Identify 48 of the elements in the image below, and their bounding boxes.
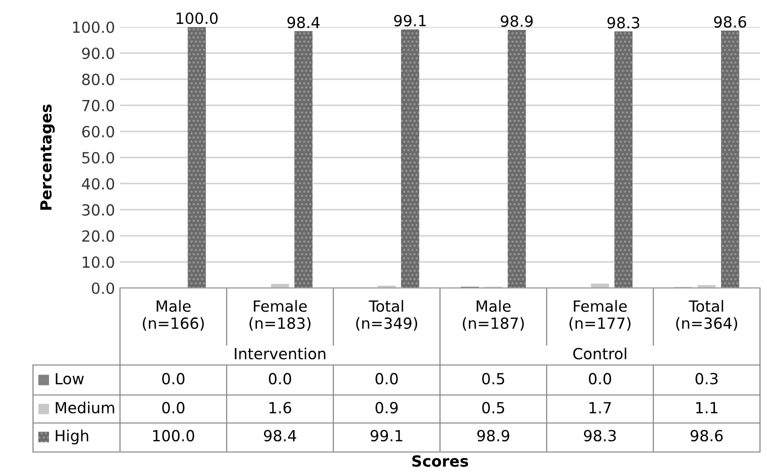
- x-tick-label: Total (n=349): [356, 300, 418, 331]
- legend-label: Low: [56, 373, 84, 384]
- text: 100.0: [176, 12, 218, 24]
- x-tick-label: Female (n=183): [250, 300, 310, 331]
- y-tick-label: 10.0: [82, 256, 114, 268]
- y-tick-label: 60.0: [82, 126, 114, 138]
- y-tick-label: 20.0: [82, 230, 114, 242]
- y-tick-label: 50.0: [82, 152, 114, 164]
- legend-label: High: [56, 430, 88, 444]
- text: 98.9: [500, 15, 533, 27]
- data-label: 0.5: [482, 372, 504, 384]
- data-label: 0.0: [376, 372, 398, 384]
- data-label: 99.1: [370, 430, 402, 442]
- data-label: 0.9: [376, 402, 398, 414]
- text: 98.4: [287, 16, 320, 28]
- data-label: 98.6: [690, 430, 723, 442]
- data-label: 98.4: [264, 430, 296, 442]
- y-tick-label: 40.0: [82, 178, 114, 190]
- data-label: 0.0: [268, 372, 292, 384]
- data-label: 1.7: [590, 402, 611, 414]
- data-label: 100.0: [153, 430, 194, 442]
- text: 98.6: [714, 16, 746, 28]
- data-label: 0.3: [696, 372, 718, 384]
- x-tick-label: Female (n=177): [570, 300, 630, 331]
- y-tick-label: 100.0: [73, 21, 114, 34]
- text: 98.3: [607, 16, 640, 28]
- x-tick-label: Total (n=364): [676, 300, 738, 331]
- text: Control: [573, 348, 626, 360]
- data-label: 1.6: [270, 402, 292, 414]
- text: Intervention: [234, 348, 326, 360]
- y-axis-title: Percentages: [40, 104, 55, 210]
- data-label: 0.0: [162, 402, 184, 414]
- y-tick-label: 80.0: [82, 74, 114, 86]
- data-label: 0.5: [482, 402, 504, 414]
- data-label: 1.1: [696, 402, 718, 414]
- y-tick-label: 30.0: [82, 204, 114, 216]
- text: Scores: [412, 455, 468, 467]
- text: 99.1: [394, 14, 426, 26]
- x-tick-label: Male (n=187): [462, 300, 524, 331]
- legend-label: Medium: [56, 402, 114, 414]
- data-label: 0.0: [588, 372, 612, 384]
- data-label: 98.9: [477, 430, 510, 442]
- x-tick-label: Male (n=166): [142, 300, 204, 331]
- y-tick-label: 90.0: [82, 48, 114, 60]
- data-label: 0.0: [162, 372, 184, 384]
- y-tick-label: 70.0: [82, 100, 114, 112]
- y-tick-label: 0.0: [92, 282, 114, 294]
- data-label: 98.3: [584, 430, 616, 442]
